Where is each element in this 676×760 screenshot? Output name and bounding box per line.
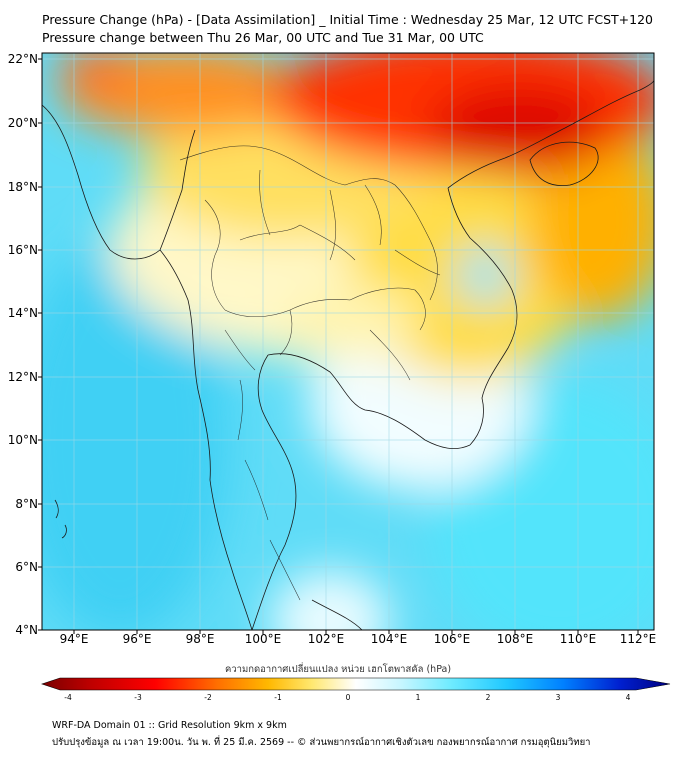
lat-label-4n: 4°N	[15, 623, 38, 637]
chart-subtitle: Pressure change between Thu 26 Mar, 00 U…	[42, 30, 484, 45]
colorbar-tick: 4	[625, 693, 631, 702]
coastlines	[42, 79, 654, 630]
graticule	[42, 53, 654, 630]
chart-title: Pressure Change (hPa) - [Data Assimilati…	[42, 12, 654, 27]
colorbar-tick: 1	[415, 693, 421, 702]
colorbar-tick: 3	[555, 693, 561, 702]
lon-label-96e: 96°E	[122, 632, 152, 646]
lat-label-20n: 20°N	[7, 116, 38, 130]
colorbar-tick: -3	[134, 693, 142, 702]
footer-update-info: ปรับปรุงข้อมูล ณ เวลา 19:00น. วัน พ. ที่…	[52, 737, 591, 748]
colorbar-tick: 2	[485, 693, 491, 702]
colorbar-tick: -1	[274, 693, 282, 702]
footer-domain-info: WRF-DA Domain 01 :: Grid Resolution 9km …	[52, 720, 287, 731]
axis-ticks	[38, 58, 639, 634]
colorbar-tick: -4	[64, 693, 72, 702]
pressure-field	[42, 53, 654, 630]
lat-label-22n: 22°N	[7, 52, 38, 66]
lon-label-106e: 106°E	[433, 632, 471, 646]
lon-label-94e: 94°E	[59, 632, 89, 646]
map-frame	[41, 52, 655, 631]
lat-label-16n: 16°N	[7, 243, 38, 257]
lat-label-18n: 18°N	[7, 180, 38, 194]
lat-label-6n: 6°N	[15, 560, 38, 574]
colorbar-bar	[41, 677, 671, 691]
lon-label-104e: 104°E	[370, 632, 408, 646]
colorbar-title: ความกดอากาศเปลี่ยนแปลง หน่วย เฮกโตพาสคัล…	[224, 664, 452, 675]
lat-label-12n: 12°N	[7, 370, 38, 384]
lat-label-10n: 10°N	[7, 433, 38, 447]
colorbar	[41, 677, 671, 691]
lon-label-98e: 98°E	[185, 632, 215, 646]
lon-label-112e: 112°E	[619, 632, 657, 646]
lon-label-110e: 110°E	[559, 632, 597, 646]
lon-label-100e: 100°E	[244, 632, 282, 646]
lat-label-8n: 8°N	[15, 497, 38, 511]
lat-label-14n: 14°N	[7, 306, 38, 320]
lon-label-108e: 108°E	[496, 632, 534, 646]
lon-label-102e: 102°E	[307, 632, 345, 646]
colorbar-tick: 0	[345, 693, 351, 702]
borders	[179, 145, 441, 601]
colorbar-tick: -2	[204, 693, 212, 702]
